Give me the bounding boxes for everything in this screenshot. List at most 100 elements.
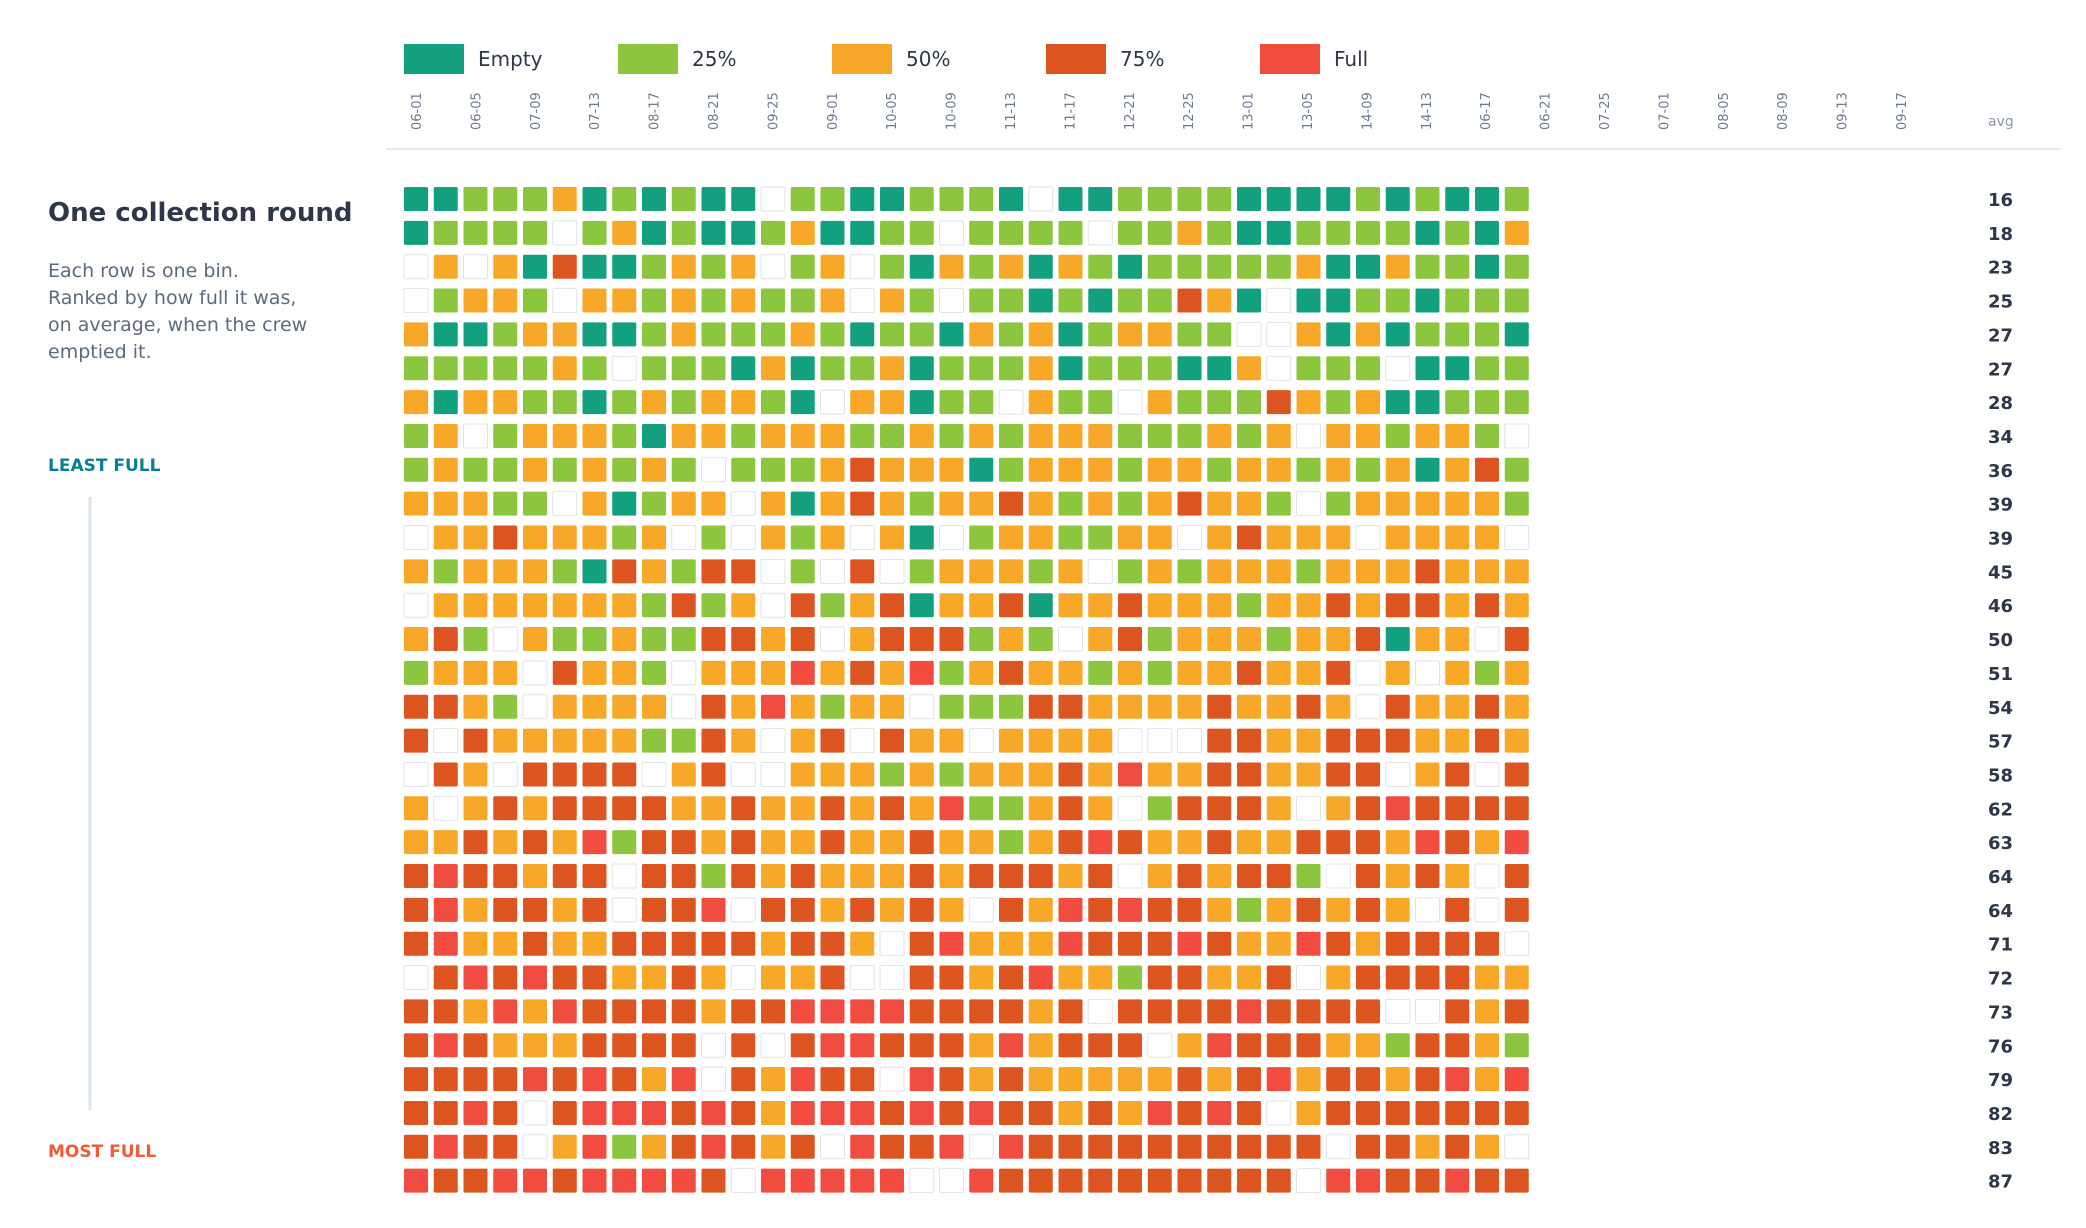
cell-r21-c20	[999, 897, 1023, 922]
cell-r25-c7	[612, 1033, 637, 1058]
cell-r27-c24	[1118, 1100, 1142, 1125]
cell-r29-c16	[880, 1168, 904, 1193]
cell-r7-c31	[1326, 423, 1351, 448]
cell-r24-c28	[1237, 999, 1261, 1024]
cell-r17-c30	[1296, 762, 1321, 787]
date-tick-16: 14-09	[1360, 92, 1375, 130]
cell-r10-c11	[730, 525, 756, 550]
cell-r17-c23	[1088, 762, 1113, 787]
cell-r9-c20	[999, 491, 1023, 516]
cell-r24-c31	[1326, 999, 1351, 1024]
cell-r22-c23	[1088, 931, 1113, 956]
cell-r13-c8	[642, 627, 666, 652]
cell-r16-c5	[552, 728, 577, 753]
cell-r15-c4	[522, 694, 548, 720]
cell-r15-c31	[1326, 694, 1351, 719]
cell-r25-c26	[1177, 1033, 1202, 1058]
cell-r15-c19	[969, 694, 994, 719]
cell-r10-c14	[820, 525, 845, 550]
cell-r21-c8	[642, 897, 666, 922]
cell-r29-c25	[1147, 1168, 1172, 1193]
cell-r6-c13	[790, 390, 815, 415]
cell-r5-c16	[880, 356, 904, 381]
cell-r9-c28	[1237, 491, 1261, 516]
cell-r18-c33	[1385, 796, 1410, 821]
cell-r29-c35	[1445, 1168, 1470, 1193]
cell-r11-c28	[1237, 559, 1261, 584]
cell-r28-c17	[909, 1134, 934, 1159]
avg-value-28: 83	[1988, 1138, 2013, 1159]
cell-r10-c26	[1177, 525, 1202, 550]
cell-r2-c22	[1058, 254, 1083, 279]
cell-r10-c17	[909, 525, 934, 550]
cell-r13-c4	[523, 627, 547, 652]
cell-r24-c23	[1087, 998, 1113, 1024]
cell-r18-c37	[1504, 796, 1529, 821]
cell-r20-c1	[433, 864, 458, 888]
cell-r1-c29	[1266, 220, 1291, 245]
date-tick-6: 09-25	[766, 92, 781, 130]
cell-r14-c1	[433, 660, 458, 685]
cell-r13-c28	[1237, 627, 1261, 652]
cell-r26-c10	[701, 1066, 726, 1092]
cell-r15-c18	[939, 694, 964, 719]
cell-r7-c13	[790, 423, 815, 448]
avg-value-0: 16	[1988, 190, 2013, 211]
cell-r12-c10	[701, 593, 726, 618]
cell-r16-c7	[612, 728, 637, 753]
cell-r16-c29	[1266, 728, 1291, 753]
cell-r13-c26	[1177, 627, 1202, 652]
cell-r22-c16	[879, 931, 905, 957]
cell-r10-c15	[849, 525, 875, 550]
cell-r24-c2	[463, 999, 488, 1024]
cell-r8-c19	[969, 457, 994, 482]
cell-r0-c11	[731, 187, 756, 211]
cell-r0-c7	[612, 187, 637, 211]
cell-r24-c24	[1118, 999, 1142, 1024]
cell-r23-c2	[463, 965, 488, 990]
cell-r12-c4	[523, 593, 547, 618]
cell-r26-c6	[582, 1067, 607, 1092]
cell-r11-c14	[820, 558, 845, 584]
cell-r6-c0	[404, 390, 428, 415]
cell-r17-c13	[790, 762, 815, 787]
cell-r8-c12	[761, 457, 785, 482]
cell-r3-c15	[849, 288, 875, 314]
cell-r23-c10	[701, 965, 726, 990]
cell-r5-c15	[850, 356, 875, 381]
cell-r18-c31	[1326, 796, 1351, 821]
cell-r0-c0	[404, 187, 428, 211]
cell-r6-c14	[820, 389, 845, 415]
cell-r0-c8	[642, 187, 666, 211]
cell-r20-c28	[1237, 864, 1261, 888]
cell-r4-c35	[1445, 322, 1470, 347]
cell-r13-c35	[1445, 627, 1470, 652]
cell-r13-c24	[1118, 627, 1142, 652]
cell-r9-c26	[1177, 491, 1202, 516]
cell-r20-c14	[820, 864, 845, 888]
avg-value-19: 63	[1988, 833, 2013, 854]
cell-r21-c16	[880, 897, 904, 922]
cell-r21-c33	[1385, 897, 1410, 922]
cell-r26-c26	[1177, 1067, 1202, 1092]
subtitle-line-1: Each row is one bin.	[48, 260, 239, 282]
cell-r20-c32	[1356, 864, 1380, 888]
cell-r2-c30	[1296, 254, 1321, 279]
cell-r26-c15	[850, 1067, 875, 1092]
cell-r24-c19	[969, 999, 994, 1024]
date-axis: 06-01 06-05 07-09 07-13 08-17 08-21 09-25 09-01…	[410, 92, 1910, 130]
cell-r18-c8	[642, 796, 666, 821]
cell-r12-c25	[1147, 593, 1172, 618]
cell-r20-c12	[761, 864, 785, 888]
cell-r11-c24	[1118, 559, 1142, 584]
legend-swatch-3	[1046, 44, 1106, 74]
cell-r25-c37	[1504, 1033, 1529, 1058]
cell-r7-c27	[1207, 423, 1232, 448]
cell-r2-c26	[1177, 254, 1202, 279]
cell-r24-c16	[880, 999, 904, 1024]
cell-r15-c7	[612, 694, 637, 719]
cell-r9-c6	[582, 491, 607, 516]
cell-r1-c13	[790, 220, 815, 245]
cell-r13-c16	[880, 627, 904, 652]
cell-r14-c2	[463, 660, 488, 685]
